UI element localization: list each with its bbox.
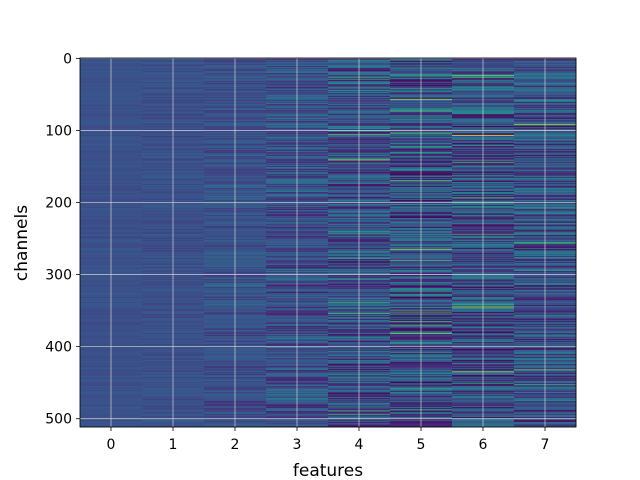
x-axis-label: features <box>293 461 363 480</box>
y-tick-label: 300 <box>45 268 72 284</box>
x-axis-ticks: 0 1 2 3 4 5 6 7 <box>107 427 550 453</box>
x-tick-label: 3 <box>293 437 302 453</box>
x-tick-label: 4 <box>355 437 364 453</box>
y-tick-label: 500 <box>45 412 72 428</box>
heatmap-cells <box>80 58 577 428</box>
x-tick-label: 6 <box>479 437 488 453</box>
y-tick-label: 0 <box>63 51 72 67</box>
x-tick-label: 0 <box>107 437 116 453</box>
x-tick-label: 2 <box>231 437 240 453</box>
y-axis-label: channels <box>12 205 32 281</box>
x-tick-label: 5 <box>417 437 426 453</box>
x-tick-label: 1 <box>169 437 178 453</box>
plot-frame <box>79 57 577 428</box>
x-tick-label: 7 <box>541 437 550 453</box>
y-tick-label: 100 <box>45 123 72 139</box>
y-tick-label: 400 <box>45 340 72 356</box>
grid-lines <box>80 57 576 427</box>
y-tick-label: 200 <box>45 196 72 212</box>
y-axis-ticks: 0 100 200 300 400 500 <box>45 51 80 428</box>
